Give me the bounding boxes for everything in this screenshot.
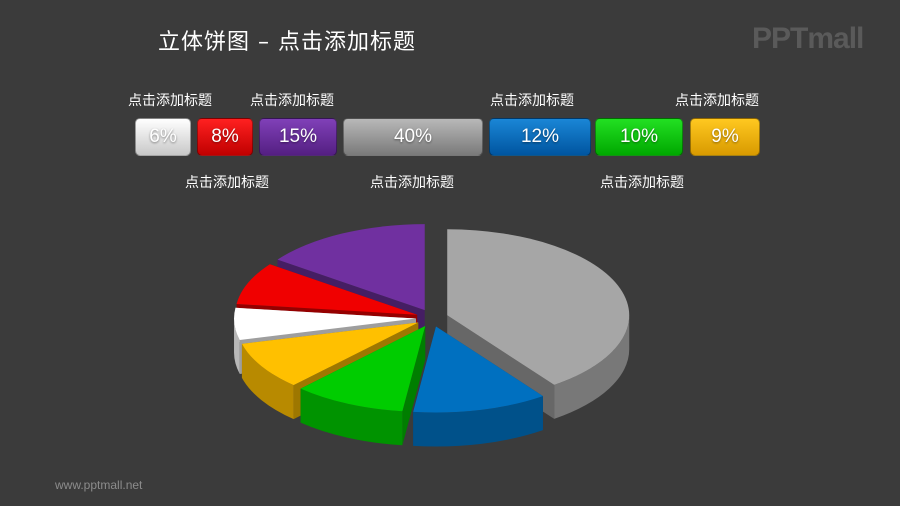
brand-logo: PPTmall	[752, 22, 864, 55]
legend-box-10: 10%	[595, 118, 683, 156]
legend-caption-12: 点击添加标题	[490, 93, 574, 109]
legend-caption-8: 点击添加标题	[185, 175, 269, 191]
legend-caption-10: 点击添加标题	[600, 175, 684, 191]
legend-box-9: 9%	[690, 118, 760, 156]
legend-box-6: 6%	[135, 118, 191, 156]
legend-box-8: 8%	[197, 118, 253, 156]
pie-slice-12pct	[413, 326, 543, 447]
website-url: www.pptmall.net	[55, 478, 143, 492]
legend-box-40: 40%	[343, 118, 483, 156]
legend-box-12: 12%	[489, 118, 591, 156]
pie-slice-10pct	[300, 325, 426, 446]
legend-caption-9: 点击添加标题	[675, 93, 759, 109]
legend-caption-40: 点击添加标题	[370, 175, 454, 191]
legend-box-15: 15%	[259, 118, 337, 156]
chart-title: 立体饼图 – 点击添加标题	[158, 30, 416, 55]
legend-caption-6: 点击添加标题	[128, 93, 212, 109]
legend-caption-15: 点击添加标题	[250, 93, 334, 109]
